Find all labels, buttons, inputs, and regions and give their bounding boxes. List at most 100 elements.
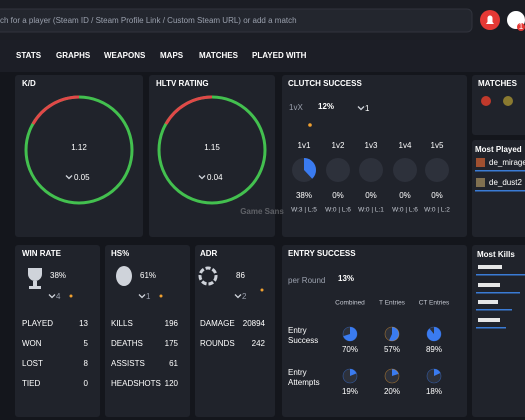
row-value: 61 <box>169 359 178 368</box>
map-icon <box>476 178 485 187</box>
clutch-value: 12% <box>318 102 334 111</box>
chevron-icon <box>357 106 365 111</box>
panel <box>15 75 143 237</box>
clutch-pct: 0% <box>399 191 411 200</box>
chevron-icon <box>65 175 73 180</box>
stat-change: 1 <box>365 104 370 113</box>
row-value: 120 <box>165 379 179 388</box>
clutch-label: 1vX <box>289 103 303 112</box>
entry-label: per Round <box>288 276 325 285</box>
bar <box>476 327 506 329</box>
clutch-record: W:0 | L:1 <box>358 207 384 214</box>
bar <box>475 170 525 172</box>
column-header: CT Entries <box>419 300 450 307</box>
panel <box>149 75 275 237</box>
panel <box>282 245 467 417</box>
entry-pct: 70% <box>342 345 358 354</box>
row-value: 0 <box>84 379 89 388</box>
bar <box>476 309 512 311</box>
gun-icon <box>478 318 500 322</box>
row-label: LOST <box>22 359 43 368</box>
chevron-icon <box>138 294 146 299</box>
badge <box>517 23 525 31</box>
panel-title: WIN RATE <box>22 249 62 258</box>
stat-change: 2 <box>242 292 247 301</box>
pie-base <box>326 158 350 182</box>
entry-pct: 19% <box>342 387 358 396</box>
row-value: 13 <box>79 319 88 328</box>
pie-slice <box>427 327 442 341</box>
watermark: Game Sans <box>240 207 284 216</box>
nav-bar <box>0 40 525 72</box>
clutch-column: 1v1 <box>298 141 311 150</box>
chevron-icon <box>198 175 206 180</box>
dot <box>69 294 73 298</box>
stat-change: 0.04 <box>207 173 223 182</box>
stat-change: 1 <box>146 292 151 301</box>
column-header: T Entries <box>379 300 406 307</box>
row-label: HEADSHOTS <box>111 379 161 388</box>
trophy-icon <box>28 268 42 289</box>
row-label: KILLS <box>111 319 133 328</box>
panel-title: MATCHES <box>478 79 518 88</box>
panel-title: K/D <box>22 79 36 88</box>
pie-slice <box>434 369 441 376</box>
row-label: WON <box>22 339 42 348</box>
adr-icon <box>198 266 218 286</box>
row-label: ROUNDS <box>200 339 235 348</box>
dot <box>308 123 312 127</box>
panel <box>472 140 525 237</box>
nav-item[interactable]: GRAPHS <box>56 51 91 60</box>
pie-accent <box>342 326 358 342</box>
panel <box>472 245 525 417</box>
row-label: Success <box>288 336 318 345</box>
clutch-pct: 38% <box>296 191 312 200</box>
stat-value: 1.12 <box>71 143 87 152</box>
entry-pct: 89% <box>426 345 442 354</box>
clutch-record: W:0 | L:6 <box>325 207 351 214</box>
panel-title: HS% <box>111 249 129 258</box>
row-value: 8 <box>84 359 89 368</box>
row-label: Entry <box>288 326 307 335</box>
pie-base <box>359 158 383 182</box>
nav-item[interactable]: MATCHES <box>199 51 239 60</box>
panel <box>105 245 190 417</box>
pie-slice <box>304 158 316 179</box>
gun-icon <box>478 283 500 287</box>
nav-item[interactable]: STATS <box>16 51 42 60</box>
column-header: Combined <box>335 300 365 307</box>
panel-title: ENTRY SUCCESS <box>288 249 356 258</box>
row-value: 242 <box>252 339 266 348</box>
pie-accent <box>384 368 400 384</box>
nav-item[interactable]: MAPS <box>160 51 184 60</box>
panel-title: CLUTCH SUCCESS <box>288 79 362 88</box>
chevron-icon <box>234 294 242 299</box>
match-icon <box>481 96 491 106</box>
map-icon <box>476 158 485 167</box>
match-icon <box>503 96 513 106</box>
clutch-record: W:0 | L:2 <box>424 207 450 214</box>
row-value: 175 <box>165 339 179 348</box>
search-input[interactable] <box>0 8 473 33</box>
icons <box>28 96 525 329</box>
pie-accent <box>426 368 442 384</box>
nav-item[interactable]: PLAYED WITH <box>252 51 307 60</box>
bell-icon <box>486 15 494 24</box>
row-value: 5 <box>84 339 89 348</box>
nav-item[interactable]: WEAPONS <box>104 51 146 60</box>
entry-pct: 20% <box>384 387 400 396</box>
gun-icon <box>478 265 502 269</box>
clutch-pct: 0% <box>431 191 443 200</box>
pie-slice <box>350 369 357 376</box>
row-label: Attempts <box>288 378 320 387</box>
ring-arc <box>31 95 80 125</box>
gun-icon <box>478 300 498 304</box>
panel <box>195 245 275 417</box>
panel-title: HLTV RATING <box>156 79 209 88</box>
pie-accent <box>342 368 358 384</box>
clutch-pct: 0% <box>365 191 377 200</box>
clutch-column: 1v2 <box>332 141 345 150</box>
panels <box>15 75 525 417</box>
